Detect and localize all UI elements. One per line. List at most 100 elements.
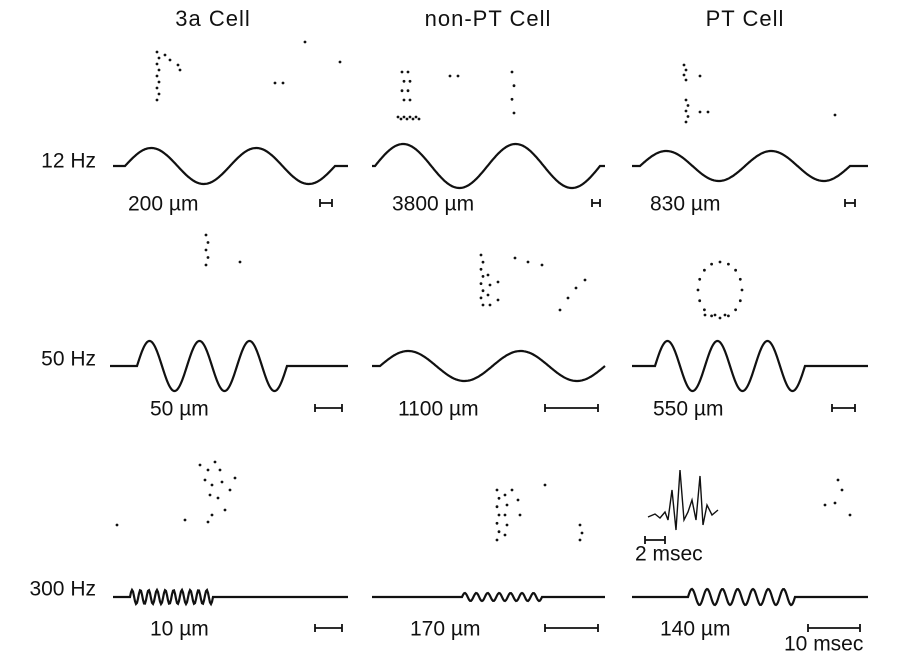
- spike-dot: [497, 496, 501, 500]
- spike-dot: [505, 523, 509, 527]
- stimulus-wave: [372, 349, 606, 383]
- stimulus-wave: [632, 149, 868, 183]
- spike-dot: [481, 260, 485, 264]
- column-title: 3a Cell: [175, 6, 250, 31]
- spike-dot: [495, 521, 499, 525]
- spike-dot: [408, 98, 412, 102]
- spike-dot: [718, 260, 722, 264]
- spike-dot: [223, 508, 227, 512]
- spike-dot: [213, 460, 217, 464]
- spike-dot: [734, 268, 737, 272]
- spike-dot: [481, 303, 485, 307]
- spike-dot: [497, 530, 501, 534]
- spike-dot: [496, 298, 500, 302]
- spike-dot: [682, 73, 686, 77]
- spike-dot: [574, 286, 578, 290]
- spike-dot: [210, 513, 214, 517]
- spike-dot: [281, 81, 285, 85]
- spike-dot: [402, 79, 406, 83]
- spike-dot: [238, 260, 242, 264]
- spike-dot: [710, 314, 713, 318]
- spike-dot: [848, 513, 852, 517]
- spike-dot: [495, 488, 499, 492]
- spike-dot: [448, 74, 452, 78]
- stimulus-wave: [372, 591, 605, 603]
- spike-dot: [479, 282, 483, 285]
- spike-dot: [718, 316, 722, 320]
- spike-dot: [583, 278, 587, 282]
- spike-dot: [503, 513, 507, 517]
- spike-dot: [218, 468, 222, 472]
- row-label: 300 Hz: [29, 578, 96, 601]
- spike-dot: [558, 308, 562, 312]
- spike-dot: [157, 80, 161, 84]
- spike-dot: [157, 92, 161, 96]
- spike-dot: [703, 268, 706, 272]
- spike-dot: [510, 97, 514, 101]
- spike-dot: [481, 275, 485, 278]
- spike-dot: [495, 538, 499, 542]
- spike-dot: [727, 262, 730, 266]
- spike-dot: [157, 56, 161, 60]
- spike-dot: [696, 288, 700, 292]
- spike-dot: [710, 262, 713, 266]
- stimulus-wave: [632, 587, 868, 607]
- spike-dot: [486, 293, 490, 297]
- spike-dot: [157, 68, 161, 72]
- spike-dot: [206, 468, 210, 472]
- spike-dot: [497, 513, 501, 517]
- spike-dot: [513, 256, 517, 260]
- spike-dot: [399, 117, 403, 121]
- spike-dot: [396, 115, 400, 119]
- spike-dot: [204, 263, 208, 267]
- column-title: PT Cell: [706, 6, 785, 31]
- spike-dot: [713, 313, 717, 317]
- spike-dot: [505, 503, 509, 507]
- spike-dot: [488, 283, 492, 287]
- spike-dot: [684, 98, 688, 102]
- spike-dot: [220, 480, 224, 484]
- spike-dot: [233, 476, 237, 480]
- spike-dot: [578, 538, 582, 542]
- spike-dot: [833, 501, 837, 505]
- spike-dot: [115, 523, 119, 527]
- stimulus-wave: [113, 587, 348, 607]
- spike-dot: [163, 53, 167, 57]
- spike-dot: [486, 273, 490, 277]
- spike-dot: [155, 86, 159, 90]
- spike-dot: [402, 115, 406, 119]
- spike-dot: [456, 74, 460, 78]
- spike-dot: [510, 488, 514, 492]
- spike-dot: [684, 68, 688, 72]
- amplitude-label: 140 µm: [660, 618, 730, 641]
- spike-dot: [510, 70, 514, 74]
- spike-dot: [738, 277, 742, 281]
- spike-dot: [706, 110, 710, 114]
- spike-inset: [647, 469, 719, 531]
- spike-dot: [727, 314, 730, 318]
- spike-dot: [516, 498, 520, 502]
- stimulus-wave: [372, 142, 605, 190]
- spike-dot: [481, 289, 485, 293]
- inset-scale-label: 2 msec: [635, 543, 703, 566]
- spike-dot: [734, 308, 737, 312]
- spike-dot: [206, 256, 210, 259]
- spike-dot: [400, 70, 404, 74]
- spike-dot: [228, 488, 232, 492]
- spike-dot: [580, 531, 584, 535]
- spike-dot: [400, 89, 404, 93]
- spike-dot: [495, 505, 499, 509]
- spike-dot: [210, 483, 214, 487]
- spike-dot: [686, 115, 690, 118]
- spike-dot: [414, 115, 418, 119]
- spike-dot: [823, 503, 827, 507]
- spike-dot: [833, 113, 837, 117]
- spike-dot: [698, 299, 702, 303]
- spike-dot: [503, 533, 507, 537]
- amplitude-label: 200 µm: [128, 193, 198, 216]
- spike-dot: [183, 518, 187, 522]
- amplitude-label: 830 µm: [650, 193, 720, 216]
- row-label: 12 Hz: [41, 150, 96, 173]
- spike-dot: [540, 263, 544, 267]
